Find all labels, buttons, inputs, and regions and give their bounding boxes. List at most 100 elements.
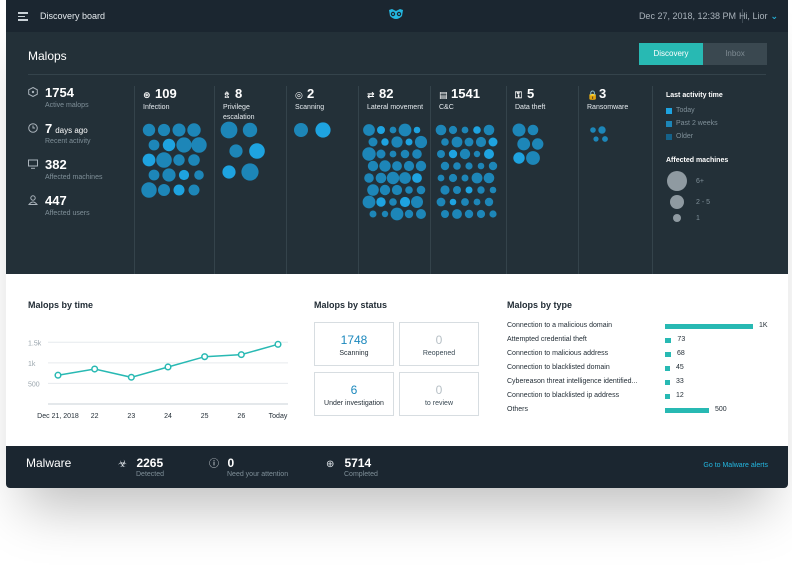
malop-bubble[interactable] [381, 210, 389, 218]
malop-bubble[interactable] [483, 172, 495, 184]
type-row[interactable]: Connection to blacklisted ip address 12 [507, 392, 777, 406]
malware-detected[interactable]: ☣ 2265 Detected [118, 454, 164, 478]
malop-bubble[interactable] [464, 209, 474, 219]
malop-bubble[interactable] [448, 125, 458, 135]
malop-bubble[interactable] [162, 138, 176, 152]
malop-bubble[interactable] [473, 126, 481, 134]
malop-bubble[interactable] [461, 174, 469, 182]
category-column-ransomware[interactable]: 🔒3 Ransomware [578, 86, 644, 274]
malop-bubble[interactable] [453, 162, 461, 170]
malop-bubble[interactable] [412, 173, 422, 183]
malop-bubble[interactable] [465, 162, 473, 170]
malop-bubble[interactable] [489, 210, 497, 218]
malop-bubble[interactable] [367, 184, 379, 196]
malware-completed[interactable]: ⊕ 5714 Completed [326, 454, 378, 478]
malop-bubble[interactable] [148, 169, 160, 181]
malop-bubble[interactable] [173, 184, 185, 196]
malop-bubble[interactable] [415, 160, 427, 172]
malop-bubble[interactable] [411, 196, 423, 208]
malop-bubble[interactable] [176, 137, 192, 153]
malop-bubble[interactable] [452, 209, 462, 219]
malop-bubble[interactable] [405, 138, 413, 146]
summary-affected-users[interactable]: 447 Affected users [28, 193, 133, 230]
malop-bubble[interactable] [473, 150, 481, 158]
category-column-privilege-escalation[interactable]: ⇯ 8 Privilege escalation [214, 86, 286, 274]
malop-bubble[interactable] [488, 137, 498, 147]
type-row[interactable]: Connection to malicious address 68 [507, 350, 777, 364]
data-point[interactable] [201, 353, 209, 361]
malop-bubble[interactable] [229, 144, 243, 158]
malop-bubble[interactable] [512, 123, 526, 137]
malop-bubble[interactable] [484, 149, 494, 159]
data-point[interactable] [91, 365, 99, 373]
malop-bubble[interactable] [400, 149, 410, 159]
malop-bubble[interactable] [448, 149, 458, 159]
malop-bubble[interactable] [377, 126, 385, 134]
malop-bubble[interactable] [437, 150, 445, 158]
tab-inbox[interactable]: Inbox [703, 43, 767, 65]
malop-bubble[interactable] [413, 126, 421, 134]
malop-bubble[interactable] [315, 122, 331, 138]
malop-bubble[interactable] [241, 163, 259, 181]
data-point[interactable] [237, 351, 245, 359]
malop-bubble[interactable] [464, 137, 474, 147]
malop-bubble[interactable] [188, 184, 200, 196]
malop-bubble[interactable] [477, 162, 485, 170]
data-point[interactable] [127, 373, 135, 381]
malop-bubble[interactable] [242, 122, 258, 138]
malop-bubble[interactable] [142, 123, 156, 137]
malop-bubble[interactable] [532, 138, 544, 150]
malop-bubble[interactable] [436, 197, 446, 207]
malop-bubble[interactable] [437, 174, 445, 182]
malop-bubble[interactable] [194, 170, 204, 180]
malop-bubble[interactable] [602, 136, 608, 142]
malop-bubble[interactable] [178, 169, 190, 181]
malop-bubble[interactable] [362, 195, 376, 209]
malop-bubble[interactable] [390, 207, 404, 221]
category-column-lateral-movement[interactable]: ⇄ 82 Lateral movement [358, 86, 430, 274]
malop-bubble[interactable] [473, 198, 481, 206]
menu-icon[interactable] [18, 12, 28, 21]
malop-bubble[interactable] [405, 186, 413, 194]
malop-bubble[interactable] [375, 172, 387, 184]
malop-bubble[interactable] [484, 197, 494, 207]
malop-bubble[interactable] [158, 184, 170, 196]
malop-bubble[interactable] [386, 171, 400, 185]
malop-bubble[interactable] [157, 123, 171, 137]
go-to-malware-alerts-link[interactable]: Go to Malware alerts [703, 462, 768, 469]
malop-bubble[interactable] [513, 152, 525, 164]
status-card-under-investigation[interactable]: 6 Under investigation [314, 372, 394, 416]
malop-bubble[interactable] [483, 124, 495, 136]
malop-bubble[interactable] [461, 126, 469, 134]
malop-bubble[interactable] [590, 127, 596, 133]
malop-bubble[interactable] [416, 209, 426, 219]
data-point[interactable] [164, 363, 172, 371]
malop-bubble[interactable] [391, 184, 403, 196]
malop-bubble[interactable] [368, 137, 378, 147]
malop-bubble[interactable] [398, 123, 412, 137]
malop-bubble[interactable] [381, 138, 389, 146]
malop-bubble[interactable] [294, 123, 308, 137]
type-row[interactable]: Cybereason threat intelligence identifie… [507, 378, 777, 392]
category-column-infection[interactable]: ⊛ 109 Infection [134, 86, 214, 274]
malop-bubble[interactable] [363, 124, 375, 136]
malop-bubble[interactable] [148, 139, 160, 151]
malop-bubble[interactable] [162, 168, 176, 182]
malop-bubble[interactable] [379, 184, 391, 196]
malop-bubble[interactable] [156, 152, 172, 168]
type-row[interactable]: Connection to blacklisted domain 45 [507, 364, 777, 378]
malop-bubble[interactable] [488, 161, 498, 171]
status-card-reopened[interactable]: 0 Reopened [399, 322, 479, 366]
malop-bubble[interactable] [367, 160, 379, 172]
type-row[interactable]: Attempted credential theft 73 [507, 336, 777, 350]
type-row[interactable]: Others 500 [507, 406, 777, 420]
malop-bubble[interactable] [598, 126, 606, 134]
malop-bubble[interactable] [476, 209, 486, 219]
malop-bubble[interactable] [391, 136, 403, 148]
malop-bubble[interactable] [448, 173, 458, 183]
malop-bubble[interactable] [187, 123, 201, 137]
malop-bubble[interactable] [369, 210, 377, 218]
malop-bubble[interactable] [414, 135, 428, 149]
malop-bubble[interactable] [191, 137, 207, 153]
summary-recent-activity[interactable]: 7 days ago Recent activity [28, 121, 133, 158]
